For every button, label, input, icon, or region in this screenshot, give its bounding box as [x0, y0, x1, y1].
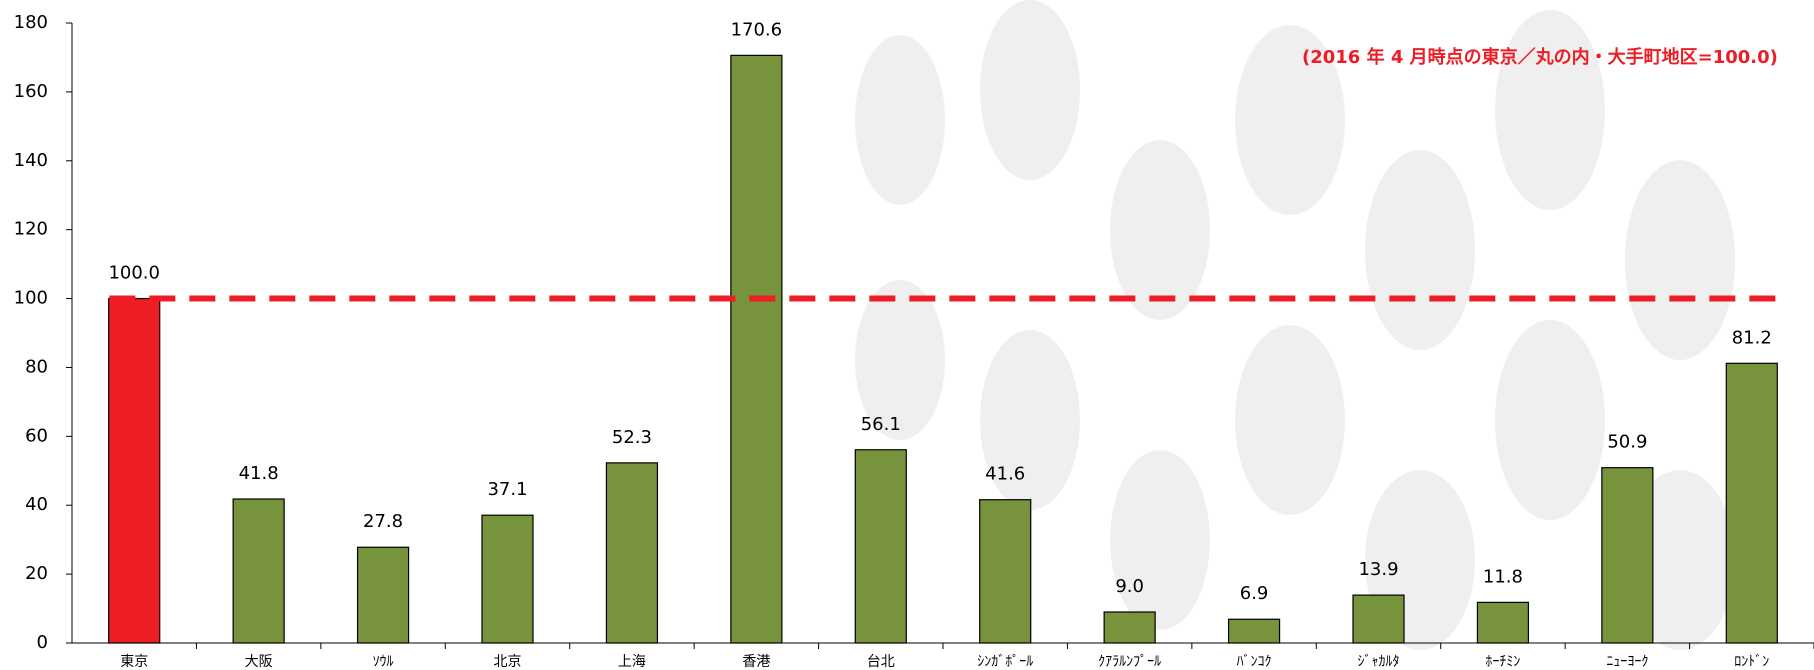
y-tick-label: 140: [14, 150, 48, 171]
x-tick-label: ｼﾝｶﾞﾎﾟｰﾙ: [977, 654, 1033, 670]
value-label: 6.9: [1240, 583, 1269, 604]
bar: [730, 54, 783, 644]
value-label: 27.8: [363, 511, 403, 532]
y-tick-label: 60: [25, 425, 48, 446]
value-label: 170.6: [731, 19, 783, 40]
value-label: 9.0: [1115, 576, 1144, 597]
x-tick-label: ﾎｰﾁﾐﾝ: [1485, 654, 1520, 670]
value-label: 13.9: [1358, 559, 1398, 580]
bar: [232, 498, 285, 644]
bar: [1103, 611, 1156, 644]
bar: [1601, 467, 1654, 644]
y-tick-label: 80: [25, 356, 48, 377]
bar: [108, 297, 161, 644]
x-tick-label: ｸｱﾗﾙﾝﾌﾟｰﾙ: [1098, 654, 1161, 670]
x-tick-label: ﾛﾝﾄﾞﾝ: [1734, 654, 1769, 670]
bar: [1227, 618, 1281, 644]
bar: [1352, 594, 1405, 644]
y-tick-label: 100: [14, 288, 48, 309]
x-tick-label: ﾆｭｰﾖｰｸ: [1606, 654, 1648, 670]
annotation: (2016 年 4 月時点の東京／丸の内・大手町地区=100.0): [1302, 46, 1778, 68]
x-tick-label: ｿｳﾙ: [373, 654, 394, 670]
x-tick-label: ｼﾞｬｶﾙﾀ: [1358, 654, 1400, 670]
value-label: 100.0: [108, 263, 160, 284]
value-label: 81.2: [1732, 327, 1772, 348]
y-tick-label: 40: [25, 494, 48, 515]
value-label: 50.9: [1607, 432, 1647, 453]
bar: [1725, 362, 1778, 644]
x-tick-label: 上海: [618, 654, 646, 670]
value-label: 41.8: [239, 463, 279, 484]
y-tick-label: 120: [14, 219, 48, 240]
x-tick-label: 台北: [867, 654, 895, 670]
bar: [1476, 601, 1530, 644]
value-label: 11.8: [1483, 566, 1523, 587]
x-tick-label: 大阪: [245, 654, 273, 670]
y-tick-label: 180: [14, 12, 48, 33]
bar: [854, 449, 907, 644]
bar: [979, 499, 1032, 644]
y-tick-label: 0: [37, 632, 48, 653]
y-tick-label: 20: [25, 563, 48, 584]
bar: [605, 462, 659, 644]
x-tick-label: 北京: [494, 654, 522, 670]
x-tick-label: ﾊﾞﾝｺｸ: [1237, 654, 1272, 670]
x-tick-label: 東京: [120, 654, 148, 670]
y-tick-label: 160: [14, 81, 48, 102]
bar: [356, 546, 410, 644]
background-pattern: [855, 0, 1735, 650]
bar: [481, 514, 534, 644]
value-label: 56.1: [861, 414, 901, 435]
value-label: 52.3: [612, 427, 652, 448]
value-label: 41.6: [985, 464, 1025, 485]
x-tick-label: 香港: [742, 654, 770, 670]
value-label: 37.1: [487, 479, 527, 500]
